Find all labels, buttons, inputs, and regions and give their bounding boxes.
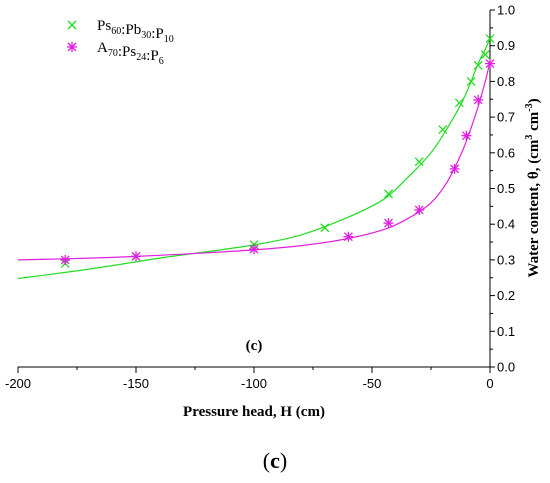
- data-points: [60, 34, 495, 268]
- y-tick-label: 0.2: [497, 288, 515, 303]
- marker-stroke: [384, 189, 393, 199]
- figure-caption-letter: c: [270, 448, 280, 473]
- legend-label-series-2: A70:Ps24:P6: [97, 40, 164, 67]
- y-tick-label: 0.8: [497, 74, 515, 89]
- legend-label-part: :P: [146, 48, 159, 64]
- fit-curve-series-2: [17, 61, 491, 261]
- fit-curve-series-1: [17, 38, 491, 280]
- legend-label-subscript: 10: [164, 34, 174, 45]
- marker-stroke: [466, 76, 476, 86]
- data-point-series-2: [343, 231, 354, 242]
- marker-stroke: [414, 157, 424, 167]
- legend-marker-series-1: [67, 20, 77, 30]
- x-tick-label: -50: [363, 376, 382, 391]
- marker-stroke: [454, 98, 464, 108]
- x-tick-label: -100: [241, 376, 267, 391]
- y-axis-title: Water content, θ, (cm3 cm-3): [524, 98, 542, 277]
- data-point-series-1: [320, 223, 330, 233]
- y-axis-title-sup1: 3: [524, 135, 535, 140]
- legend-label-part: Ps: [97, 18, 111, 34]
- marker-stroke: [473, 60, 483, 70]
- legend-label-subscript: 60: [111, 26, 121, 37]
- axes: -200 -150 -100 -50 0 0.0 0.1 0.2 0.3 0.4 0.5 0.6 0.7…: [5, 3, 515, 392]
- data-point-series-2: [449, 163, 460, 174]
- panel-label: (c): [246, 338, 263, 354]
- data-point-series-2: [249, 244, 259, 255]
- data-point-series-2: [461, 130, 472, 141]
- data-point-series-1: [485, 34, 495, 44]
- y-tick-label: 1.0: [497, 3, 515, 18]
- data-point-series-1: [466, 76, 476, 86]
- data-point-series-2: [131, 251, 141, 262]
- legend-label-part: :P: [151, 26, 164, 42]
- x-axis-title: Pressure head, H (cm): [183, 404, 325, 420]
- y-axis-title-end: ): [526, 98, 542, 103]
- marker-stroke: [320, 223, 330, 233]
- data-point-series-1: [384, 189, 393, 199]
- legend-label-subscript: 24: [136, 52, 146, 63]
- figure-caption: (c): [262, 448, 288, 473]
- y-axis-title-mid: cm: [526, 111, 542, 134]
- legend-label-part: :Ps: [118, 44, 137, 60]
- marker-stroke: [438, 125, 448, 135]
- data-point-series-1: [438, 125, 448, 135]
- marker-stroke: [67, 20, 77, 30]
- y-tick-label: 0.6: [497, 145, 515, 160]
- y-tick-label: 0.7: [497, 110, 515, 125]
- data-point-series-2: [60, 254, 71, 265]
- y-tick-label: 0.1: [497, 324, 515, 339]
- x-tick-label: 0: [486, 376, 493, 391]
- x-tick-label: -200: [5, 376, 31, 391]
- data-point-series-1: [480, 50, 490, 60]
- data-point-series-2: [414, 204, 425, 215]
- y-axis-title-sup2: -3: [524, 103, 535, 111]
- legend-label-series-1: Ps60:Pb30:P10: [97, 18, 174, 45]
- data-point-series-1: [454, 98, 464, 108]
- fit-curves: [17, 38, 491, 280]
- legend-label-subscript: 70: [108, 48, 118, 59]
- chart: -200 -150 -100 -50 0 0.0 0.1 0.2 0.3 0.4 0.5 0.6 0.7…: [5, 3, 542, 421]
- y-axis-title-main: Water content, θ, (cm: [526, 139, 542, 277]
- y-tick-label: 0.5: [497, 181, 515, 196]
- legend-label-subscript: 30: [141, 30, 151, 41]
- data-point-series-2: [485, 58, 495, 69]
- y-tick-label: 0.0: [497, 360, 515, 375]
- x-tick-label: -150: [123, 376, 149, 391]
- legend-label-part: :Pb: [121, 22, 141, 38]
- legend-label-subscript: 6: [159, 56, 164, 67]
- legend-marker-series-2: [67, 42, 77, 52]
- y-tick-label: 0.4: [497, 217, 515, 232]
- y-tick-label: 0.9: [497, 38, 515, 53]
- data-point-series-1: [414, 157, 424, 167]
- y-tick-label: 0.3: [497, 252, 515, 267]
- marker-stroke: [480, 50, 490, 60]
- marker-stroke: [485, 34, 495, 44]
- data-point-series-1: [473, 60, 483, 70]
- data-point-series-2: [473, 94, 484, 105]
- data-point-series-2: [383, 218, 394, 229]
- legend-label-part: A: [97, 40, 108, 56]
